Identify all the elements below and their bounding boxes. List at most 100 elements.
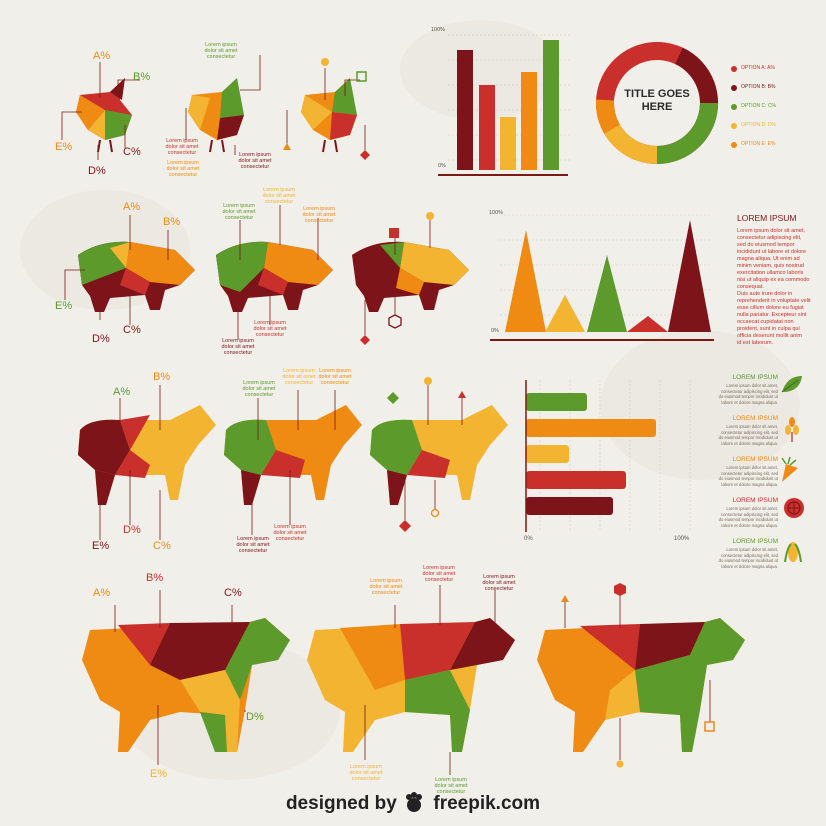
paragraph-line: consequat.: [737, 284, 764, 290]
donut-segment-e: [595, 99, 620, 134]
lorem-note: Lorem ipsum dolor sit amet consectetur: [166, 160, 200, 178]
bar-chart-top-label: 100%: [431, 27, 446, 33]
bar-3: [500, 117, 516, 170]
food-item-title: LOREM IPSUM: [732, 497, 778, 504]
chicken-1: [76, 78, 132, 153]
label-b-percent: B%: [133, 71, 151, 83]
carrot-icon: [781, 456, 798, 482]
hbar-2: [526, 419, 656, 437]
marker-diamond: [360, 150, 370, 160]
marker-circle: [616, 760, 624, 768]
triangle-2: [545, 295, 585, 332]
donut-chart: [595, 42, 718, 164]
sheep-1: [78, 405, 216, 505]
hbar-5: [526, 497, 613, 515]
lorem-note: Lorem ipsum dolor sit amet consectetur: [349, 764, 383, 782]
hbar-chart: [525, 380, 691, 532]
triangle-5: [668, 220, 711, 332]
legend-label: OPTION C: C%: [741, 103, 777, 109]
label-a-percent: A%: [93, 587, 111, 599]
triangle-1: [505, 230, 546, 332]
marker-square: [704, 721, 715, 732]
cow-3: [537, 618, 745, 752]
label-c-percent: C%: [224, 587, 242, 599]
lorem-note: Lorem ipsum dolor sit amet consectetur: [222, 203, 256, 221]
food-item-line: labore et dolore magna aliqua.: [721, 440, 778, 446]
food-item-line: labore et dolore magna aliqua.: [721, 481, 778, 487]
lorem-note: Lorem ipsum dolor sit amet consectetur: [242, 380, 276, 398]
footer-designed: designed by: [285, 793, 397, 814]
food-item-title: LOREM IPSUM: [732, 415, 778, 422]
lorem-note: Lorem ipsum dolor sit amet consectetur: [369, 578, 403, 596]
lorem-note: Lorem ipsum dolor sit amet consectetur: [434, 777, 468, 795]
hbar-3: [526, 445, 569, 463]
lorem-note: Lorem ipsum dolor sit amet consectetur: [238, 152, 272, 170]
marker-triangle: [283, 143, 291, 150]
marker-diamond: [399, 520, 411, 532]
paragraph-line: magna aliqua. Ut enim ad: [737, 256, 800, 262]
corn-icon: [784, 542, 802, 563]
pig-leader-lines: [64, 205, 431, 340]
legend-label: OPTION B: B%: [741, 84, 776, 90]
food-item: LOREM IPSUM Lorem ipsum dolor sit amet, co…: [714, 456, 778, 487]
side-text-title: LOREM IPSUM: [737, 213, 797, 223]
marker-triangle: [561, 595, 569, 602]
paragraph-line: Lorem ipsum dolor sit amet,: [737, 228, 805, 234]
food-item-line: labore et dolore magna aliqua.: [721, 522, 778, 528]
label-c-percent: C%: [123, 324, 141, 336]
donut-segment-d: [604, 124, 658, 164]
lorem-note: Lorem ipsum dolor sit amet consectetur: [236, 536, 270, 554]
food-item: LOREM IPSUM Lorem ipsum dolor sit amet, co…: [714, 374, 778, 405]
label-d-percent: D%: [246, 711, 264, 723]
label-e-percent: E%: [55, 141, 73, 153]
side-text-paragraph: Lorem ipsum dolor sit amet, consectetur a…: [737, 228, 809, 291]
sheep-2: [224, 405, 362, 505]
paragraph-line: consectetur adipiscing elit,: [737, 235, 802, 241]
lorem-note: Lorem ipsum dolor sit amet consectetur: [262, 187, 296, 205]
sheep-leader-lines: [99, 385, 463, 540]
chicken-2: [188, 78, 244, 153]
lorem-note: Lorem ipsum dolor sit amet consectetur: [318, 368, 352, 386]
food-item-line: Lorem ipsum dolor sit amet,: [726, 506, 778, 511]
marker-circle: [321, 58, 329, 66]
lorem-note: Lorem ipsum dolor sit amet consectetur: [282, 368, 316, 386]
paragraph-line: incididunt ut labore et dolore: [737, 249, 807, 255]
paragraph-line: nulla pariatur. Excepteur sint: [737, 312, 807, 318]
pig-3: [352, 241, 469, 312]
food-item-line: consectetur adipiscing elit, sed: [720, 388, 778, 394]
legend-dot-icon: [731, 66, 737, 72]
food-item-title: LOREM IPSUM: [732, 374, 778, 381]
bar-1: [457, 50, 473, 170]
food-item-line: Lorem ipsum dolor sit amet,: [726, 424, 778, 429]
paragraph-line: proident, sunt in culpa qui: [737, 326, 800, 332]
food-item-line: do eiusmod tempor incididunt ut: [718, 476, 778, 481]
lorem-note: Lorem ipsum dolor sit amet consectetur: [302, 206, 336, 224]
label-b-percent: B%: [146, 572, 164, 584]
label-d-percent: D%: [123, 524, 141, 536]
marker-hexagon: [614, 583, 626, 596]
label-a-percent: A%: [113, 386, 131, 398]
lorem-note: Lorem ipsum dolor sit amet consectetur: [221, 338, 255, 356]
label-c-percent: C%: [123, 146, 141, 158]
food-item-line: labore et dolore magna aliqua.: [721, 399, 778, 405]
food-item-line: consectetur adipiscing elit, sed: [720, 470, 778, 476]
label-a-percent: A%: [93, 50, 111, 62]
legend-dot-icon: [731, 123, 737, 129]
legend-dot-icon: [731, 104, 737, 110]
pig-2: [216, 241, 333, 312]
legend-dot-icon: [731, 85, 737, 91]
lorem-note: Lorem ipsum dolor sit amet consectetur: [165, 138, 199, 156]
paragraph-line: reprehenderit in voluptate velit: [737, 298, 811, 304]
footer-credit: designed by freepik.com: [0, 793, 826, 815]
marker-hexagon: [388, 314, 402, 329]
food-item: LOREM IPSUM Lorem ipsum dolor sit amet, co…: [714, 415, 778, 446]
label-b-percent: B%: [153, 371, 171, 383]
footer-brand: freepik.com: [433, 793, 541, 814]
lorem-note: Lorem ipsum dolor sit amet consectetur: [204, 42, 238, 60]
food-item-line: labore et dolore magna aliqua.: [721, 563, 778, 569]
paragraph-line: Duis aute irure dolor in: [737, 291, 793, 297]
side-text-paragraph: Duis aute irure dolor in reprehenderit in…: [737, 291, 811, 347]
donut-title: TITLE GOES HERE: [624, 88, 690, 113]
triangle-chart-bottom-label: 0%: [491, 328, 499, 334]
